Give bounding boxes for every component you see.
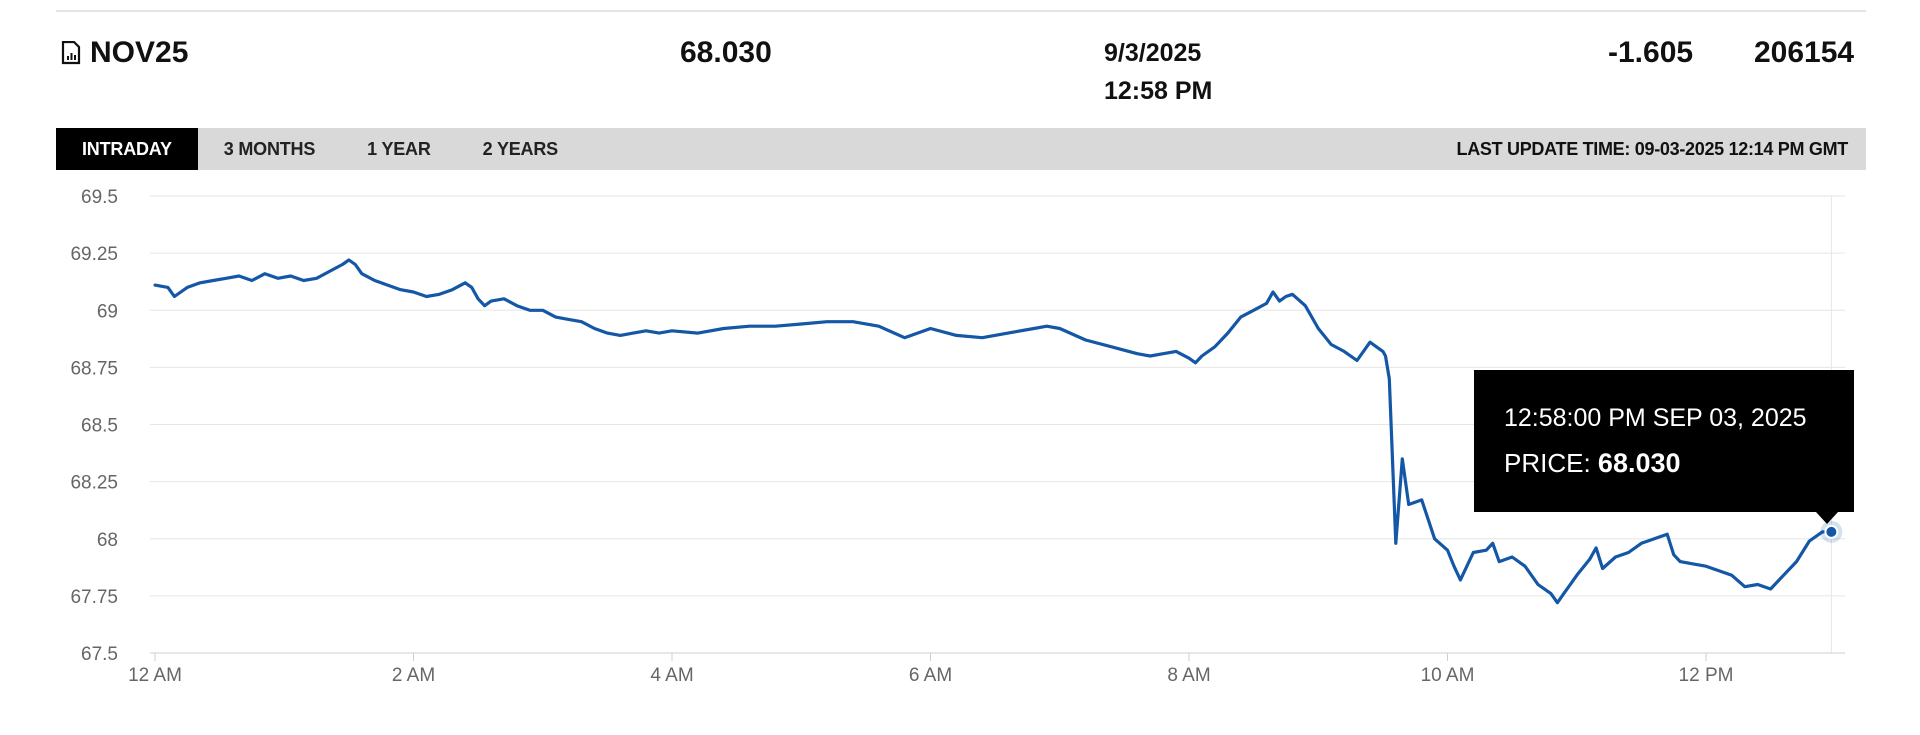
x-tick-label: 8 AM bbox=[1167, 665, 1210, 686]
document-chart-icon bbox=[61, 41, 81, 65]
tooltip-price: PRICE: 68.030 bbox=[1504, 448, 1681, 479]
price-change: -1.605 bbox=[1608, 36, 1694, 69]
quote-time: 12:58 PM bbox=[1104, 77, 1213, 105]
y-tick-label: 69 bbox=[97, 301, 118, 322]
last-update-time: LAST UPDATE TIME: 09-03-2025 12:14 PM GM… bbox=[1456, 138, 1849, 159]
volume: 206154 bbox=[1754, 36, 1855, 69]
top-divider bbox=[56, 10, 1866, 12]
chart-tooltip: 12:58:00 PM SEP 03, 2025 PRICE: 68.030 bbox=[1474, 370, 1854, 524]
tooltip-timestamp: 12:58:00 PM SEP 03, 2025 bbox=[1504, 404, 1807, 432]
tab-3-months[interactable]: 3 MONTHS bbox=[223, 138, 316, 159]
x-tick-label: 6 AM bbox=[909, 665, 952, 686]
x-tick-label: 2 AM bbox=[392, 665, 435, 686]
y-tick-label: 69.25 bbox=[70, 244, 118, 265]
tooltip-pointer bbox=[1816, 512, 1838, 524]
symbol: NOV25 bbox=[60, 36, 188, 70]
quote-date: 9/3/2025 bbox=[1104, 39, 1202, 67]
symbol-label: NOV25 bbox=[90, 36, 189, 69]
y-tick-label: 67.5 bbox=[81, 644, 118, 665]
y-tick-label: 68.75 bbox=[70, 358, 118, 379]
last-price: 68.030 bbox=[680, 36, 772, 69]
tab-intraday[interactable]: INTRADAY bbox=[56, 128, 198, 170]
tooltip-price-value: 68.030 bbox=[1597, 448, 1681, 478]
tab-2-years[interactable]: 2 YEARS bbox=[482, 138, 559, 159]
y-tick-label: 67.75 bbox=[70, 587, 118, 608]
x-tick-label: 4 AM bbox=[650, 665, 693, 686]
x-tick-label: 10 AM bbox=[1421, 665, 1475, 686]
tooltip-price-label: PRICE: bbox=[1504, 448, 1591, 478]
x-tick-label: 12 PM bbox=[1679, 665, 1734, 686]
y-tick-label: 68 bbox=[97, 530, 118, 551]
range-tabbar: INTRADAY 3 MONTHS 1 YEAR 2 YEARS LAST UP… bbox=[56, 128, 1866, 170]
highlight-point bbox=[1824, 524, 1839, 539]
y-tick-label: 68.25 bbox=[70, 473, 118, 494]
x-tick-label: 12 AM bbox=[128, 665, 182, 686]
y-tick-label: 69.5 bbox=[81, 187, 118, 208]
tab-1-year[interactable]: 1 YEAR bbox=[367, 138, 431, 159]
price-chart[interactable]: 69.5 69.25 69 68.75 68.5 68.25 68 67.75 67.5 12 A… bbox=[0, 170, 1920, 705]
quote-summary: NOV25 68.030 9/3/2025 12:58 PM -1.605 20… bbox=[56, 28, 1866, 108]
price-series-line bbox=[153, 258, 1833, 605]
quote-datetime: 9/3/2025 12:58 PM bbox=[1104, 34, 1212, 110]
y-tick-label: 68.5 bbox=[81, 416, 118, 437]
